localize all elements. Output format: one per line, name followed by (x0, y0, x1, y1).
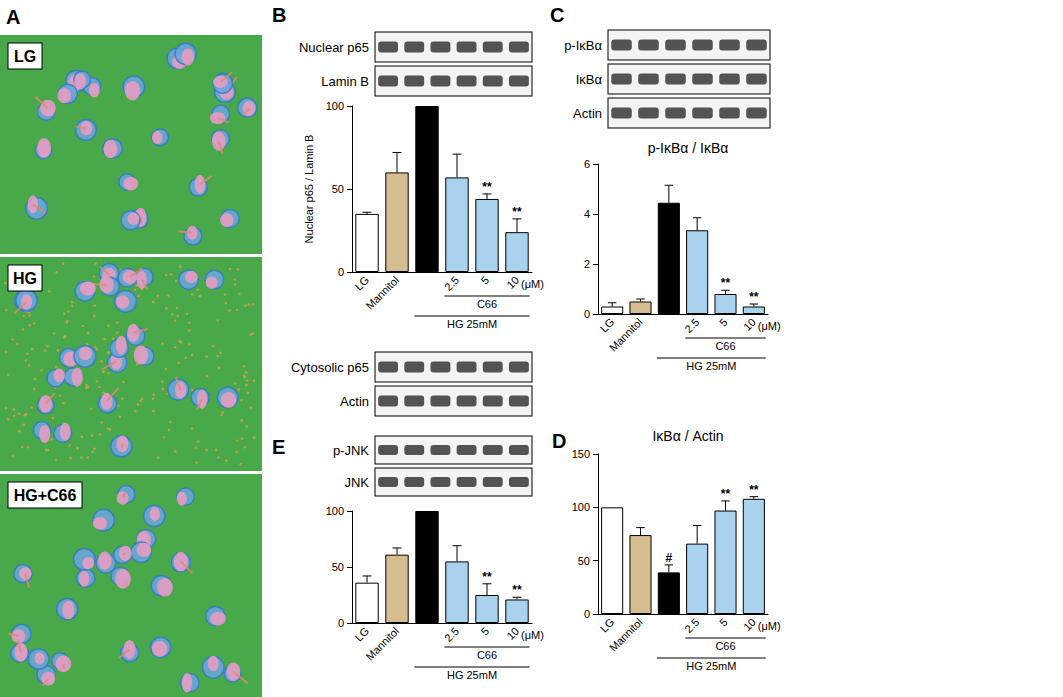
svg-text:C66: C66 (477, 298, 497, 310)
svg-text:Mannitol: Mannitol (363, 274, 401, 312)
svg-text:Mannitol: Mannitol (607, 316, 645, 354)
svg-text:HG: HG (13, 270, 37, 287)
svg-text:HG+C66: HG+C66 (14, 487, 77, 504)
svg-text:Nuclear p65: Nuclear p65 (299, 40, 369, 55)
svg-text:Actin: Actin (340, 394, 369, 409)
svg-text:E: E (272, 436, 285, 458)
svg-text:50: 50 (578, 555, 590, 567)
svg-text:LG: LG (598, 616, 617, 635)
svg-text:#: # (665, 551, 672, 565)
svg-text:10: 10 (504, 625, 521, 642)
svg-text:4: 4 (584, 208, 590, 220)
svg-text:10: 10 (741, 616, 758, 633)
svg-text:0: 0 (338, 617, 344, 629)
svg-text:(μM): (μM) (521, 278, 544, 290)
svg-text:**: ** (482, 570, 492, 584)
svg-text:**: ** (749, 290, 759, 304)
svg-text:A: A (6, 6, 20, 28)
svg-text:**: ** (721, 276, 731, 290)
svg-text:B: B (272, 4, 286, 26)
svg-text:6: 6 (584, 158, 590, 170)
svg-text:Cytosolic p65: Cytosolic p65 (291, 360, 369, 375)
svg-text:2: 2 (584, 258, 590, 270)
svg-text:(μM): (μM) (521, 629, 544, 641)
svg-text:HG 25mM: HG 25mM (447, 669, 497, 681)
svg-text:2.5: 2.5 (442, 625, 461, 644)
svg-text:C: C (550, 4, 564, 26)
svg-text:Actin: Actin (573, 106, 602, 121)
svg-text:**: ** (749, 483, 759, 497)
svg-text:C66: C66 (715, 640, 735, 652)
svg-text:**: ** (721, 487, 731, 501)
svg-text:p-IκBα / IκBα: p-IκBα / IκBα (648, 140, 729, 156)
svg-text:p-JNK: p-JNK (333, 443, 369, 458)
svg-text:**: ** (512, 583, 522, 597)
svg-text:2.5: 2.5 (682, 616, 701, 635)
svg-text:D: D (552, 430, 566, 452)
svg-text:10: 10 (741, 316, 758, 333)
svg-text:LG: LG (14, 48, 36, 65)
svg-text:JNK: JNK (344, 475, 369, 490)
svg-text:5: 5 (717, 616, 730, 629)
svg-text:C66: C66 (715, 340, 735, 352)
svg-text:0: 0 (338, 266, 344, 278)
svg-text:**: ** (482, 180, 492, 194)
svg-text:(μM): (μM) (758, 320, 781, 332)
svg-text:LG: LG (352, 625, 371, 644)
svg-text:Mannitol: Mannitol (607, 616, 645, 654)
svg-text:Mannitol: Mannitol (363, 625, 401, 663)
svg-text:0: 0 (584, 308, 590, 320)
svg-text:LG: LG (352, 274, 371, 293)
svg-text:2.5: 2.5 (682, 316, 701, 335)
svg-text:Nuclear p65 / Lamin B: Nuclear p65 / Lamin B (303, 135, 315, 244)
svg-text:p-IκBα: p-IκBα (564, 38, 602, 53)
svg-text:5: 5 (478, 625, 491, 638)
svg-text:HG 25mM: HG 25mM (686, 360, 736, 372)
svg-text:Lamin B: Lamin B (321, 74, 369, 89)
svg-text:50: 50 (332, 561, 344, 573)
svg-text:C66: C66 (477, 649, 497, 661)
svg-text:5: 5 (478, 274, 491, 287)
svg-text:100: 100 (572, 501, 590, 513)
svg-text:100: 100 (326, 505, 344, 517)
svg-text:HG 25mM: HG 25mM (447, 318, 497, 330)
svg-text:100: 100 (326, 100, 344, 112)
svg-text:**: ** (512, 205, 522, 219)
svg-text:LG: LG (598, 316, 617, 335)
svg-text:IκBα / Actin: IκBα / Actin (652, 428, 723, 444)
svg-text:(μM): (μM) (758, 620, 781, 632)
svg-text:HG 25mM: HG 25mM (686, 660, 736, 672)
svg-text:IκBα: IκBα (576, 72, 603, 87)
svg-text:150: 150 (572, 448, 590, 460)
svg-text:0: 0 (584, 608, 590, 620)
svg-text:50: 50 (332, 183, 344, 195)
svg-text:5: 5 (717, 316, 730, 329)
svg-text:2.5: 2.5 (442, 274, 461, 293)
svg-text:10: 10 (504, 274, 521, 291)
